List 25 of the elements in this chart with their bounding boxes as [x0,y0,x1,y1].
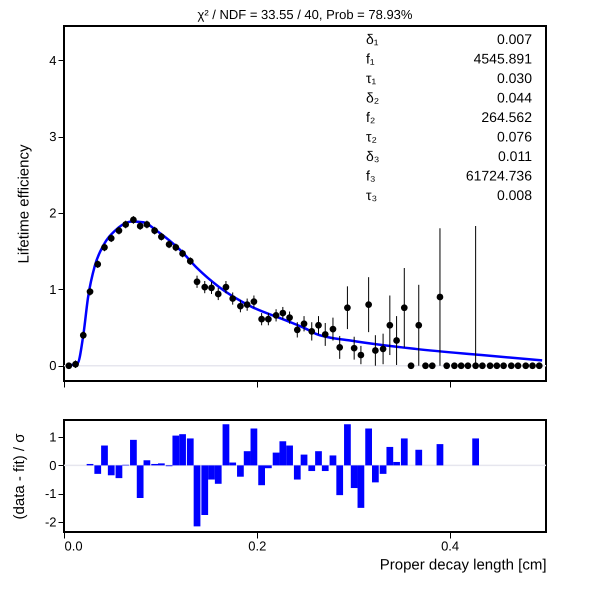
y-tick-label: 3 [49,129,56,144]
y-tick-label: 1 [49,282,56,297]
text: f₃ 61724.736 [366,168,532,184]
y-tick-label: -2 [44,514,56,530]
y-tick-label: 0 [49,358,56,374]
text: δ₃ 0.011 [366,148,532,164]
text: f₁ 4545.891 [366,50,532,66]
y-tick-label: 2 [49,206,56,221]
y-tick-label: -1 [44,486,56,502]
chart-title: χ² / NDF = 33.55 / 40, Prob = 78.93% [198,7,413,22]
x-axis-title: Proper decay length [cm] [380,556,546,574]
text: τ₁ 0.030 [366,70,532,86]
x-tick-label: 0.2 [248,538,266,554]
text: τ₂ 0.076 [366,128,532,144]
text: δ₁ 0.007 [366,31,532,47]
y-axis-title: Lifetime efficiency [15,144,32,264]
text: τ₃ 0.008 [366,187,532,203]
y-tick-label: 1 [49,430,56,445]
text: δ₂ 0.044 [366,90,532,106]
y-tick-label: 4 [49,52,56,68]
x-tick-label: 0.4 [441,538,460,554]
y-tick-label: 0 [49,458,56,473]
x-tick-label: 0.0 [64,538,83,554]
text: f₂ 264.562 [366,109,532,125]
y-axis-title: (data - fit) / σ [10,432,28,520]
